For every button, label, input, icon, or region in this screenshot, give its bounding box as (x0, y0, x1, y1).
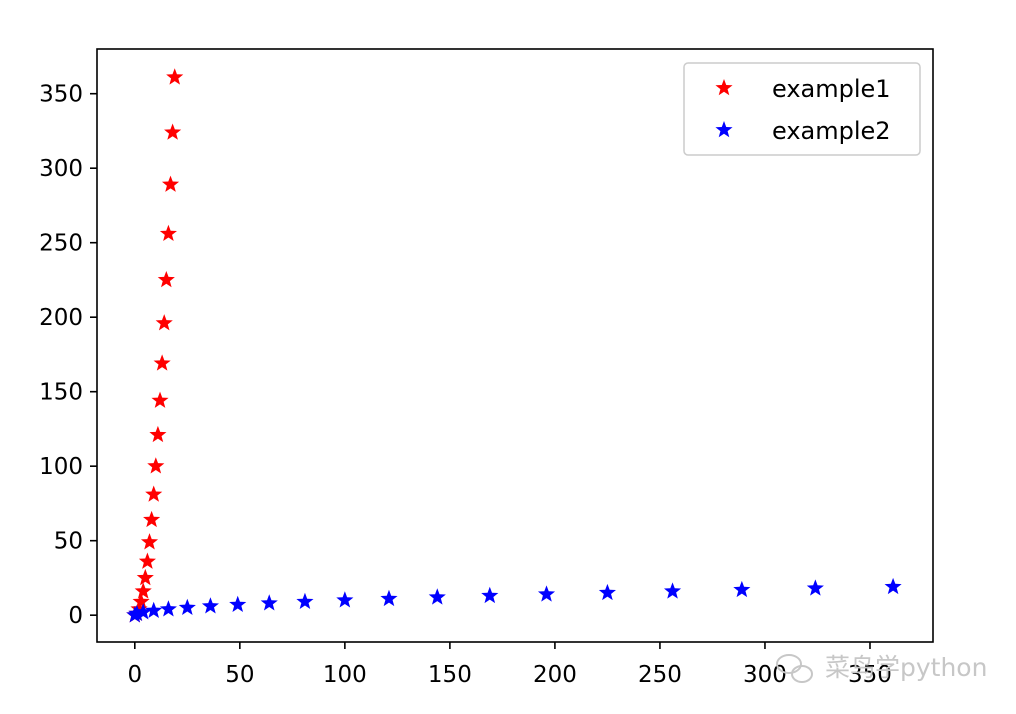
data-point-example2 (481, 586, 499, 604)
plot-frame (96, 48, 934, 643)
legend-label: example1 (772, 75, 891, 103)
data-point-example1 (149, 425, 167, 443)
data-point-example1 (134, 582, 152, 599)
watermark: 菜鸟学python (776, 653, 987, 683)
x-tick-label: 250 (638, 662, 682, 688)
data-point-example2 (380, 589, 398, 607)
y-tick-label: 100 (39, 454, 83, 480)
data-point-example1 (130, 600, 148, 617)
legend: example1 example2 (683, 62, 921, 156)
legend-label: example2 (772, 117, 891, 145)
legend-marker-example2 (715, 121, 733, 138)
data-point-example1 (143, 510, 161, 528)
y-tick-label: 250 (39, 231, 83, 257)
y-tick-label: 300 (39, 156, 83, 182)
watermark-text: 菜鸟学python (825, 653, 987, 682)
data-point-example1 (166, 68, 184, 85)
x-tick-label: 0 (127, 662, 142, 688)
x-axis: 0 50 100 150 200 250 300 350 (127, 642, 892, 688)
data-point-example1 (151, 391, 169, 408)
data-point-example1 (153, 354, 171, 371)
data-point-example2 (598, 583, 616, 601)
data-point-example2 (229, 595, 247, 613)
x-tick-label: 200 (533, 662, 577, 688)
x-tick-label: 100 (323, 662, 367, 688)
plot-marks (126, 68, 902, 623)
y-tick-label: 0 (68, 603, 83, 629)
data-point-example2 (884, 577, 902, 595)
data-point-example1 (138, 552, 156, 569)
y-axis: 0 50 100 150 200 250 300 350 (39, 82, 97, 629)
data-point-example2 (336, 591, 354, 608)
x-tick-label: 300 (743, 662, 787, 688)
series-example2 (126, 577, 902, 623)
data-point-example1 (159, 224, 177, 242)
wechat-icon (776, 654, 813, 683)
data-point-example1 (145, 485, 163, 502)
y-tick-label: 350 (39, 82, 83, 108)
data-point-example2 (733, 580, 751, 598)
data-point-example1 (132, 592, 150, 610)
data-point-example1 (147, 457, 165, 474)
y-tick-label: 50 (54, 529, 83, 555)
data-point-example2 (159, 600, 177, 617)
data-point-example2 (145, 601, 163, 618)
data-point-example2 (537, 585, 556, 602)
data-point-example1 (155, 314, 173, 331)
data-point-example2 (201, 597, 219, 614)
data-point-example1 (136, 568, 154, 586)
legend-box (683, 62, 921, 156)
data-point-example2 (428, 588, 446, 605)
data-point-example1 (157, 270, 175, 288)
data-point-example2 (296, 592, 314, 610)
x-tick-label: 150 (428, 662, 472, 688)
y-tick-label: 200 (39, 305, 83, 331)
data-point-example1 (161, 175, 180, 192)
y-tick-label: 150 (39, 380, 83, 406)
data-point-example2 (128, 604, 146, 621)
x-tick-label: 350 (848, 662, 892, 688)
data-point-example2 (178, 598, 196, 616)
data-point-example1 (164, 123, 182, 140)
data-point-example2 (663, 582, 682, 599)
data-point-example2 (134, 603, 152, 620)
data-point-example2 (806, 579, 824, 596)
legend-marker-example1 (715, 79, 733, 96)
data-point-example2 (260, 594, 278, 611)
data-point-example1 (140, 533, 159, 550)
x-tick-label: 50 (225, 662, 254, 688)
